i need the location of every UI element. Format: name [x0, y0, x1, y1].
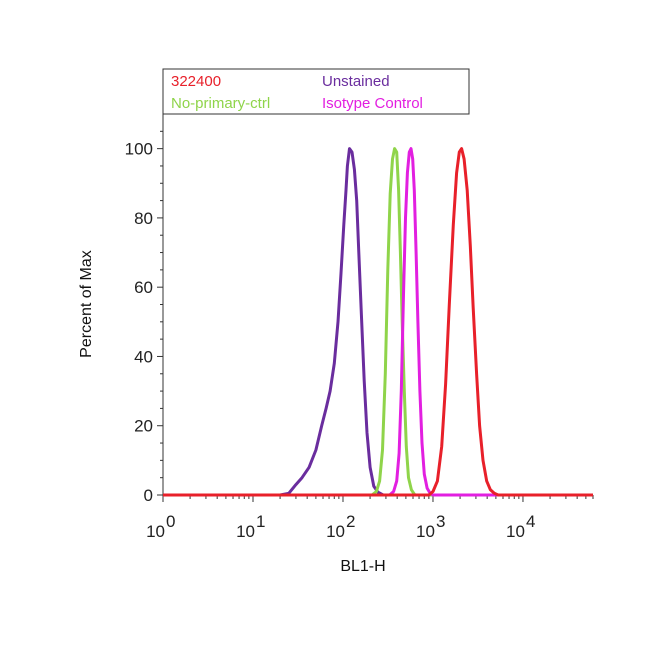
x-tick-exponent: 3 [436, 512, 445, 531]
series-group [163, 147, 593, 497]
legend-box [162, 68, 470, 115]
legend-label-no-primary-ctrl: No-primary-ctrl [171, 95, 270, 112]
x-tick-label: 10 [236, 522, 255, 541]
x-tick-exponent: 0 [166, 512, 175, 531]
legend: 322400 Unstained No-primary-ctrl Isotype… [162, 68, 470, 115]
y-axis-title: Percent of Max [78, 250, 95, 358]
x-tick-exponent: 1 [256, 512, 265, 531]
x-tick-exponent: 4 [526, 512, 535, 531]
x-tick-label: 10 [326, 522, 345, 541]
series-line-no-primary-ctrl [163, 147, 593, 497]
series-line-unstained [163, 147, 593, 497]
x-tick-label: 10 [146, 522, 165, 541]
legend-label-322400: 322400 [171, 73, 221, 90]
y-tick-label: 0 [144, 486, 153, 505]
x-tick-exponent: 2 [346, 512, 355, 531]
x-axis-title: BL1-H [340, 558, 385, 575]
series-line-isotype-control [163, 147, 593, 497]
y-tick-label: 40 [134, 347, 153, 366]
legend-label-unstained: Unstained [322, 73, 390, 90]
legend-label-isotype-control: Isotype Control [322, 95, 423, 112]
y-tick-label: 80 [134, 209, 153, 228]
x-tick-label: 10 [506, 522, 525, 541]
x-tick-label: 10 [416, 522, 435, 541]
y-tick-label: 100 [125, 140, 153, 159]
series-line-322400 [163, 147, 593, 497]
y-tick-label: 20 [134, 417, 153, 436]
y-ticks: 0 20 40 60 80 100 [125, 130, 163, 505]
axes [162, 114, 593, 496]
y-tick-label: 60 [134, 278, 153, 297]
